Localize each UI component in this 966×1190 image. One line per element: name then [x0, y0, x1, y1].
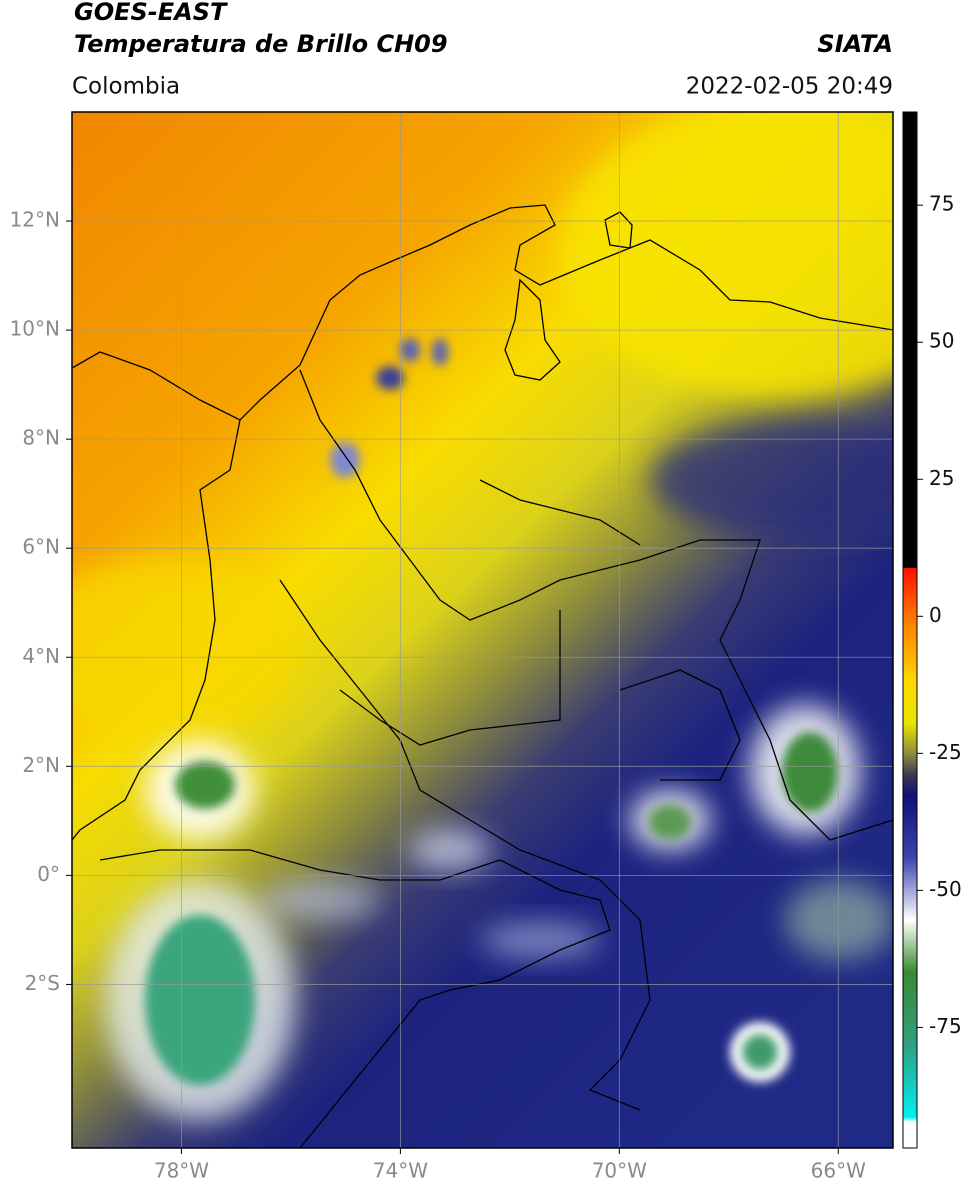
source: SIATA	[817, 30, 893, 58]
colorbar-tick-label: 25	[929, 466, 954, 490]
region: Colombia	[72, 74, 180, 100]
subtitle: Temperatura de Brillo CH09	[74, 30, 448, 58]
colorbar-tick-label: -50	[929, 877, 962, 901]
y-tick-label: 2°N	[22, 753, 60, 777]
colorbar-tick-label: -25	[929, 740, 962, 764]
y-tick-label: 6°N	[22, 535, 60, 559]
map-frame	[71, 111, 894, 1149]
y-tick-label: 12°N	[10, 208, 60, 232]
x-tick-label: 66°W	[811, 1159, 866, 1183]
y-tick-label: 8°N	[22, 426, 60, 450]
colorbar	[902, 111, 918, 1149]
x-tick-label: 70°W	[592, 1159, 647, 1183]
x-tick-label: 78°W	[154, 1159, 209, 1183]
colorbar-tick-label: 50	[929, 329, 954, 353]
x-tick-label: 74°W	[373, 1159, 428, 1183]
colorbar-tick-label: 0	[929, 603, 942, 627]
y-tick-label: 0°	[37, 862, 60, 886]
colorbar-tick-label: 75	[929, 192, 954, 216]
y-tick-label: 10°N	[10, 317, 60, 341]
colorbar-tick-label: -75	[929, 1014, 962, 1038]
title: GOES-EAST	[74, 0, 228, 26]
datetime: 2022-02-05 20:49	[686, 74, 893, 100]
satellite-image	[72, 112, 893, 1148]
y-tick-label: 4°N	[22, 644, 60, 668]
y-tick-label: 2°S	[25, 971, 60, 995]
